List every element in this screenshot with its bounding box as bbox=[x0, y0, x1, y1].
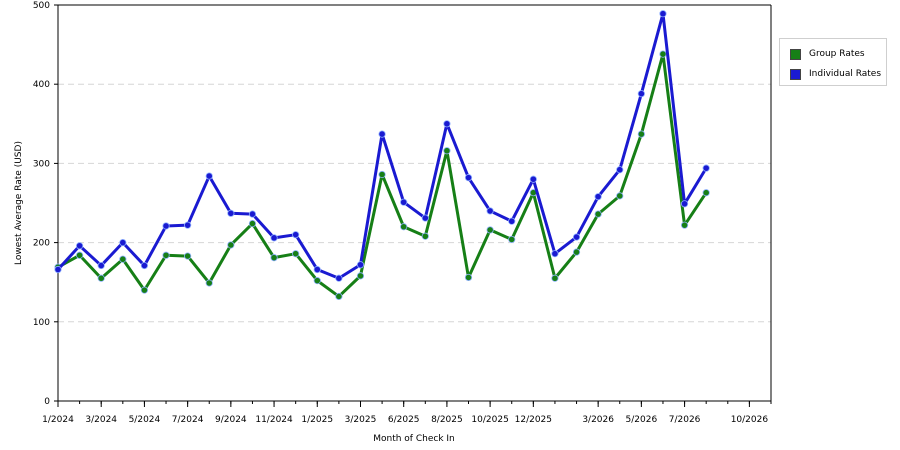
data-point-group-rates bbox=[205, 279, 213, 287]
x-tick-label: 5/2026 bbox=[626, 415, 658, 425]
data-point-group-rates bbox=[572, 248, 581, 256]
data-point-individual-rates bbox=[184, 221, 192, 229]
y-tick-label: 0 bbox=[44, 397, 50, 407]
x-tick-label: 9/2024 bbox=[215, 415, 247, 425]
x-tick-label: 7/2024 bbox=[172, 415, 204, 425]
y-tick-label: 300 bbox=[33, 159, 50, 169]
data-point-group-rates bbox=[270, 254, 278, 262]
data-point-group-rates bbox=[616, 192, 624, 200]
data-point-group-rates bbox=[443, 147, 451, 155]
data-point-group-rates bbox=[508, 235, 516, 244]
data-point-individual-rates bbox=[140, 261, 149, 270]
x-tick-label: 1/2025 bbox=[301, 415, 333, 425]
x-tick-label: 10/2026 bbox=[731, 415, 769, 425]
data-point-group-rates bbox=[702, 189, 710, 197]
data-point-group-rates bbox=[356, 272, 365, 280]
x-tick-label: 5/2024 bbox=[129, 415, 161, 425]
data-point-individual-rates bbox=[572, 233, 581, 241]
data-point-individual-rates bbox=[270, 234, 278, 242]
legend-swatch-individual-rates bbox=[790, 68, 801, 80]
data-point-group-rates bbox=[313, 277, 321, 285]
x-tick-label: 3/2025 bbox=[345, 415, 377, 425]
legend-label-group-rates: Group Rates bbox=[809, 49, 865, 59]
data-point-group-rates bbox=[551, 274, 559, 282]
data-point-individual-rates bbox=[594, 193, 602, 201]
data-point-group-rates bbox=[335, 292, 343, 301]
data-point-group-rates bbox=[140, 286, 149, 294]
data-point-group-rates bbox=[248, 219, 257, 228]
data-point-group-rates bbox=[162, 251, 170, 259]
data-point-group-rates bbox=[594, 210, 602, 218]
y-tick-label: 500 bbox=[33, 1, 50, 11]
data-point-individual-rates bbox=[162, 222, 170, 230]
legend-label-individual-rates: Individual Rates bbox=[809, 69, 882, 79]
x-tick-label: 12/2025 bbox=[515, 415, 552, 425]
x-tick-label: 1/2024 bbox=[42, 415, 74, 425]
data-point-individual-rates bbox=[248, 210, 257, 218]
data-point-individual-rates bbox=[205, 172, 213, 180]
data-point-individual-rates bbox=[356, 261, 365, 269]
data-point-individual-rates bbox=[313, 265, 321, 274]
x-tick-label: 7/2026 bbox=[669, 415, 701, 425]
data-point-group-rates bbox=[659, 50, 667, 58]
x-tick-label: 3/2024 bbox=[85, 415, 117, 425]
data-point-group-rates bbox=[292, 250, 300, 258]
data-point-individual-rates bbox=[443, 120, 451, 128]
data-point-group-rates bbox=[378, 170, 386, 179]
x-tick-label: 8/2025 bbox=[431, 415, 463, 425]
data-point-group-rates bbox=[76, 251, 84, 259]
data-point-individual-rates bbox=[464, 174, 473, 182]
data-point-individual-rates bbox=[335, 274, 343, 282]
data-point-group-rates bbox=[637, 130, 645, 138]
data-point-group-rates bbox=[421, 232, 429, 240]
data-point-individual-rates bbox=[378, 130, 386, 138]
data-point-individual-rates bbox=[421, 214, 429, 222]
data-point-group-rates bbox=[97, 274, 105, 282]
x-tick-label: 6/2025 bbox=[388, 415, 420, 425]
data-point-group-rates bbox=[227, 241, 235, 249]
data-point-individual-rates bbox=[119, 239, 127, 247]
data-point-group-rates bbox=[184, 252, 192, 260]
data-point-individual-rates bbox=[400, 198, 408, 206]
data-point-individual-rates bbox=[551, 250, 559, 258]
data-point-individual-rates bbox=[680, 200, 689, 208]
series-lines bbox=[54, 10, 710, 301]
data-point-individual-rates bbox=[529, 175, 537, 183]
series-line-individual-rates bbox=[56, 12, 708, 280]
data-point-group-rates bbox=[400, 223, 408, 231]
y-axis-title: Lowest Average Rate (USD) bbox=[14, 141, 24, 265]
data-point-group-rates bbox=[486, 226, 494, 234]
x-tick-label: 11/2024 bbox=[255, 415, 293, 425]
axes: 0 100 200 300 400 500 1/2024 3/2024 5/2024 7/2024… bbox=[33, 1, 772, 425]
legend-item-group-rates: Group Rates bbox=[790, 47, 865, 61]
data-point-individual-rates bbox=[702, 164, 710, 172]
data-point-group-rates bbox=[464, 273, 473, 282]
data-point-individual-rates bbox=[659, 10, 667, 18]
data-point-individual-rates bbox=[76, 242, 84, 250]
data-point-individual-rates bbox=[227, 209, 235, 217]
data-point-individual-rates bbox=[637, 90, 645, 98]
legend: Group Rates Individual Rates bbox=[779, 38, 887, 86]
legend-item-individual-rates: Individual Rates bbox=[790, 67, 881, 81]
data-point-individual-rates bbox=[616, 166, 624, 174]
data-point-group-rates bbox=[119, 255, 127, 263]
data-point-individual-rates bbox=[508, 217, 516, 225]
data-point-individual-rates bbox=[486, 207, 494, 215]
data-point-group-rates bbox=[680, 221, 689, 229]
data-point-individual-rates bbox=[292, 231, 300, 239]
x-axis-title: Month of Check In bbox=[373, 434, 455, 444]
data-point-individual-rates bbox=[54, 265, 62, 274]
y-tick-label: 200 bbox=[33, 239, 50, 249]
gridlines bbox=[58, 83, 771, 323]
x-tick-label: 10/2025 bbox=[471, 415, 508, 425]
y-tick-label: 100 bbox=[33, 318, 50, 328]
legend-swatch-group-rates bbox=[790, 48, 801, 60]
x-tick-label: 3/2026 bbox=[582, 415, 614, 425]
data-point-individual-rates bbox=[97, 261, 105, 270]
y-tick-label: 400 bbox=[33, 80, 50, 90]
